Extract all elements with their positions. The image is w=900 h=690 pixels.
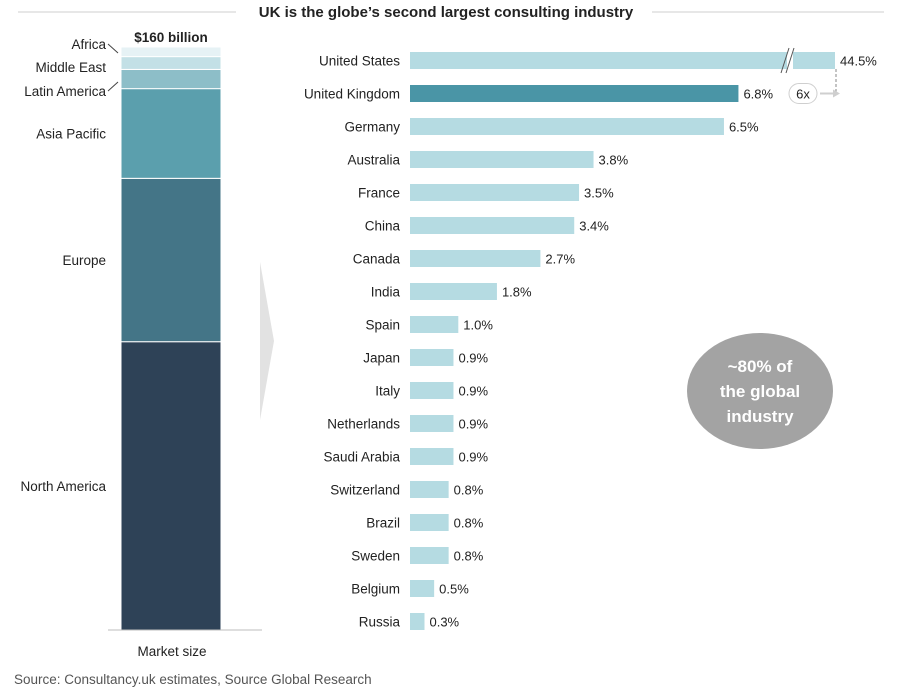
- bar-united-kingdom: [410, 85, 739, 102]
- category-label-switzerland: Switzerland: [330, 483, 400, 498]
- multiplier-label: 6x: [796, 87, 810, 102]
- callout-line: the global: [720, 382, 800, 401]
- category-label-united-states: United States: [319, 54, 400, 69]
- chart-header: UK is the globe’s second largest consult…: [18, 4, 884, 21]
- bar-italy: [410, 382, 454, 399]
- category-label-saudi-arabia: Saudi Arabia: [323, 450, 400, 465]
- bar-belgium: [410, 580, 435, 597]
- value-label-canada: 2.7%: [545, 252, 575, 267]
- multiplier-badge: [788, 83, 818, 104]
- chart-title: UK is the globe’s second largest consult…: [259, 4, 634, 21]
- callout-line: ~80% of: [728, 357, 793, 376]
- segment-label-europe: Europe: [62, 253, 106, 268]
- leader-line-latin-america: [107, 81, 119, 92]
- value-label-australia: 3.8%: [599, 153, 629, 168]
- value-label-sweden: 0.8%: [454, 549, 484, 564]
- bar-australia: [410, 151, 594, 168]
- source-note: Source: Consultancy.uk estimates, Source…: [14, 672, 372, 687]
- global-share-callout: ~80% of the global industry: [687, 333, 833, 449]
- category-label-spain: Spain: [365, 318, 400, 333]
- axis-break-mark: [780, 47, 790, 74]
- bar-france: [410, 184, 580, 201]
- value-label-brazil: 0.8%: [454, 516, 484, 531]
- value-label-india: 1.8%: [502, 285, 532, 300]
- category-label-italy: Italy: [375, 384, 400, 399]
- category-label-france: France: [358, 186, 400, 201]
- value-label-italy: 0.9%: [458, 384, 488, 399]
- segment-label-africa: Africa: [71, 37, 106, 52]
- category-label-netherlands: Netherlands: [327, 417, 400, 432]
- bar-united-states: [410, 52, 835, 69]
- segment-middle-east: [120, 56, 222, 70]
- segment-label-middle-east: Middle East: [35, 60, 106, 75]
- category-label-brazil: Brazil: [366, 516, 400, 531]
- callout-line: industry: [726, 407, 794, 426]
- category-label-australia: Australia: [347, 153, 400, 168]
- bar-india: [410, 283, 497, 300]
- comparison-connector: [820, 69, 837, 94]
- market-size-stacked-bar: North America Europe Asia Pacific Africa Mid…: [20, 30, 262, 659]
- bar-germany: [410, 118, 724, 135]
- axis-break-mark: [785, 47, 795, 74]
- value-label-united-kingdom: 6.8%: [743, 87, 773, 102]
- arrow-connector: [260, 262, 274, 420]
- value-label-saudi-arabia: 0.9%: [458, 450, 488, 465]
- bar-switzerland: [410, 481, 449, 498]
- category-label-belgium: Belgium: [351, 582, 400, 597]
- segment-label-latin-america: Latin America: [24, 84, 106, 99]
- bar-china: [410, 217, 575, 234]
- category-label-sweden: Sweden: [351, 549, 400, 564]
- market-size-axis-label: Market size: [137, 644, 206, 659]
- bar-brazil: [410, 514, 449, 531]
- segment-asia-pacific: [120, 88, 222, 179]
- value-label-russia: 0.3%: [429, 615, 459, 630]
- value-label-spain: 1.0%: [463, 318, 493, 333]
- callout-bubble: [687, 333, 833, 449]
- value-label-japan: 0.9%: [458, 351, 488, 366]
- value-label-china: 3.4%: [579, 219, 609, 234]
- value-label-germany: 6.5%: [729, 120, 759, 135]
- bar-canada: [410, 250, 541, 267]
- total-market-label: $160 billion: [134, 30, 208, 45]
- bar-sweden: [410, 547, 449, 564]
- bar-spain: [410, 316, 459, 333]
- comparison-arrow-head: [833, 89, 840, 98]
- segment-africa: [120, 46, 222, 58]
- bar-russia: [410, 613, 425, 630]
- segment-north-america: [120, 341, 222, 631]
- category-label-china: China: [365, 219, 401, 234]
- category-label-japan: Japan: [363, 351, 400, 366]
- segment-label-asia-pacific: Asia Pacific: [36, 126, 106, 141]
- segment-europe: [120, 177, 222, 343]
- value-label-united-states: 44.5%: [840, 54, 877, 69]
- category-label-united-kingdom: United Kingdom: [304, 87, 400, 102]
- bar-netherlands: [410, 415, 454, 432]
- value-label-switzerland: 0.8%: [454, 483, 484, 498]
- bar-saudi-arabia: [410, 448, 454, 465]
- value-label-belgium: 0.5%: [439, 582, 469, 597]
- leader-line-africa: [107, 43, 119, 54]
- category-label-russia: Russia: [359, 615, 401, 630]
- category-label-canada: Canada: [353, 252, 401, 267]
- category-label-germany: Germany: [344, 120, 400, 135]
- value-label-netherlands: 0.9%: [458, 417, 488, 432]
- country-share-bar-chart: United States 44.5% United Kingdom 6.8% Germ…: [304, 47, 877, 630]
- value-label-france: 3.5%: [584, 186, 614, 201]
- segment-latin-america: [120, 68, 222, 90]
- segment-label-north-america: North America: [20, 479, 106, 494]
- category-label-india: India: [371, 285, 401, 300]
- bar-japan: [410, 349, 454, 366]
